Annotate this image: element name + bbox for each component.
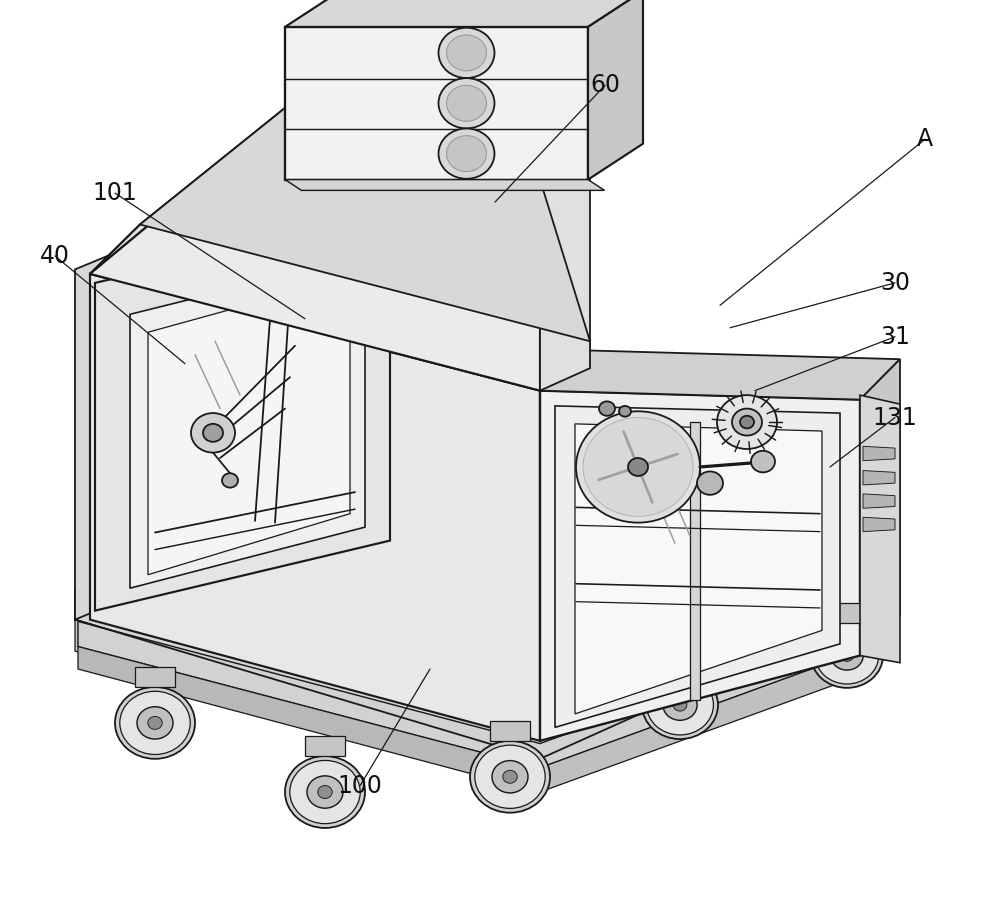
- Circle shape: [438, 28, 494, 78]
- Circle shape: [740, 416, 754, 428]
- Polygon shape: [90, 108, 540, 391]
- Polygon shape: [490, 721, 530, 741]
- Circle shape: [446, 136, 486, 172]
- Polygon shape: [829, 603, 865, 623]
- Text: 31: 31: [880, 325, 910, 348]
- Polygon shape: [90, 274, 540, 741]
- Polygon shape: [305, 736, 345, 756]
- Circle shape: [290, 761, 360, 823]
- Circle shape: [663, 690, 697, 720]
- Polygon shape: [540, 341, 590, 741]
- Text: 131: 131: [873, 406, 917, 429]
- Circle shape: [717, 395, 777, 449]
- Polygon shape: [863, 471, 895, 485]
- Polygon shape: [863, 446, 895, 461]
- Circle shape: [438, 78, 494, 128]
- Circle shape: [285, 756, 365, 828]
- Circle shape: [470, 741, 550, 813]
- Polygon shape: [78, 620, 878, 768]
- Circle shape: [642, 671, 718, 739]
- Polygon shape: [95, 216, 390, 611]
- Circle shape: [120, 691, 190, 754]
- Polygon shape: [540, 391, 860, 741]
- Circle shape: [148, 717, 162, 729]
- Circle shape: [583, 418, 693, 516]
- Polygon shape: [75, 579, 870, 759]
- Circle shape: [751, 451, 775, 472]
- Circle shape: [318, 786, 332, 798]
- Circle shape: [841, 650, 853, 661]
- Polygon shape: [575, 424, 822, 714]
- Polygon shape: [555, 406, 840, 727]
- Circle shape: [732, 409, 762, 436]
- Circle shape: [831, 641, 863, 670]
- Polygon shape: [860, 359, 900, 656]
- Circle shape: [815, 627, 879, 684]
- Polygon shape: [661, 651, 699, 671]
- Circle shape: [673, 699, 687, 711]
- Circle shape: [137, 707, 173, 739]
- Text: 100: 100: [338, 774, 382, 797]
- Polygon shape: [135, 667, 175, 687]
- Circle shape: [475, 745, 545, 808]
- Polygon shape: [285, 0, 643, 27]
- Text: 40: 40: [40, 244, 70, 268]
- Polygon shape: [130, 256, 365, 588]
- Polygon shape: [75, 242, 140, 620]
- Circle shape: [619, 406, 631, 417]
- Circle shape: [492, 761, 528, 793]
- Polygon shape: [140, 72, 630, 341]
- Polygon shape: [90, 72, 330, 274]
- Circle shape: [203, 424, 223, 442]
- Circle shape: [446, 85, 486, 121]
- Polygon shape: [540, 645, 878, 792]
- Circle shape: [697, 471, 723, 495]
- Circle shape: [503, 770, 517, 783]
- Polygon shape: [588, 0, 643, 180]
- Polygon shape: [148, 277, 350, 575]
- Polygon shape: [540, 350, 900, 400]
- Circle shape: [576, 411, 700, 523]
- Polygon shape: [540, 162, 590, 391]
- Polygon shape: [863, 494, 895, 508]
- Polygon shape: [863, 517, 895, 532]
- Polygon shape: [860, 395, 900, 663]
- Circle shape: [599, 401, 615, 416]
- Circle shape: [811, 623, 883, 688]
- Polygon shape: [90, 224, 590, 391]
- Circle shape: [446, 35, 486, 71]
- Text: 30: 30: [880, 271, 910, 295]
- Circle shape: [647, 675, 713, 735]
- Circle shape: [115, 687, 195, 759]
- Circle shape: [191, 413, 235, 453]
- Circle shape: [438, 128, 494, 179]
- Text: 60: 60: [590, 74, 620, 97]
- Polygon shape: [285, 180, 604, 190]
- Text: 101: 101: [93, 181, 137, 205]
- Circle shape: [628, 458, 648, 476]
- Text: A: A: [917, 128, 933, 151]
- Circle shape: [307, 776, 343, 808]
- Circle shape: [222, 473, 238, 488]
- Polygon shape: [285, 27, 588, 180]
- Polygon shape: [75, 611, 870, 790]
- Polygon shape: [690, 422, 700, 700]
- Polygon shape: [78, 647, 540, 792]
